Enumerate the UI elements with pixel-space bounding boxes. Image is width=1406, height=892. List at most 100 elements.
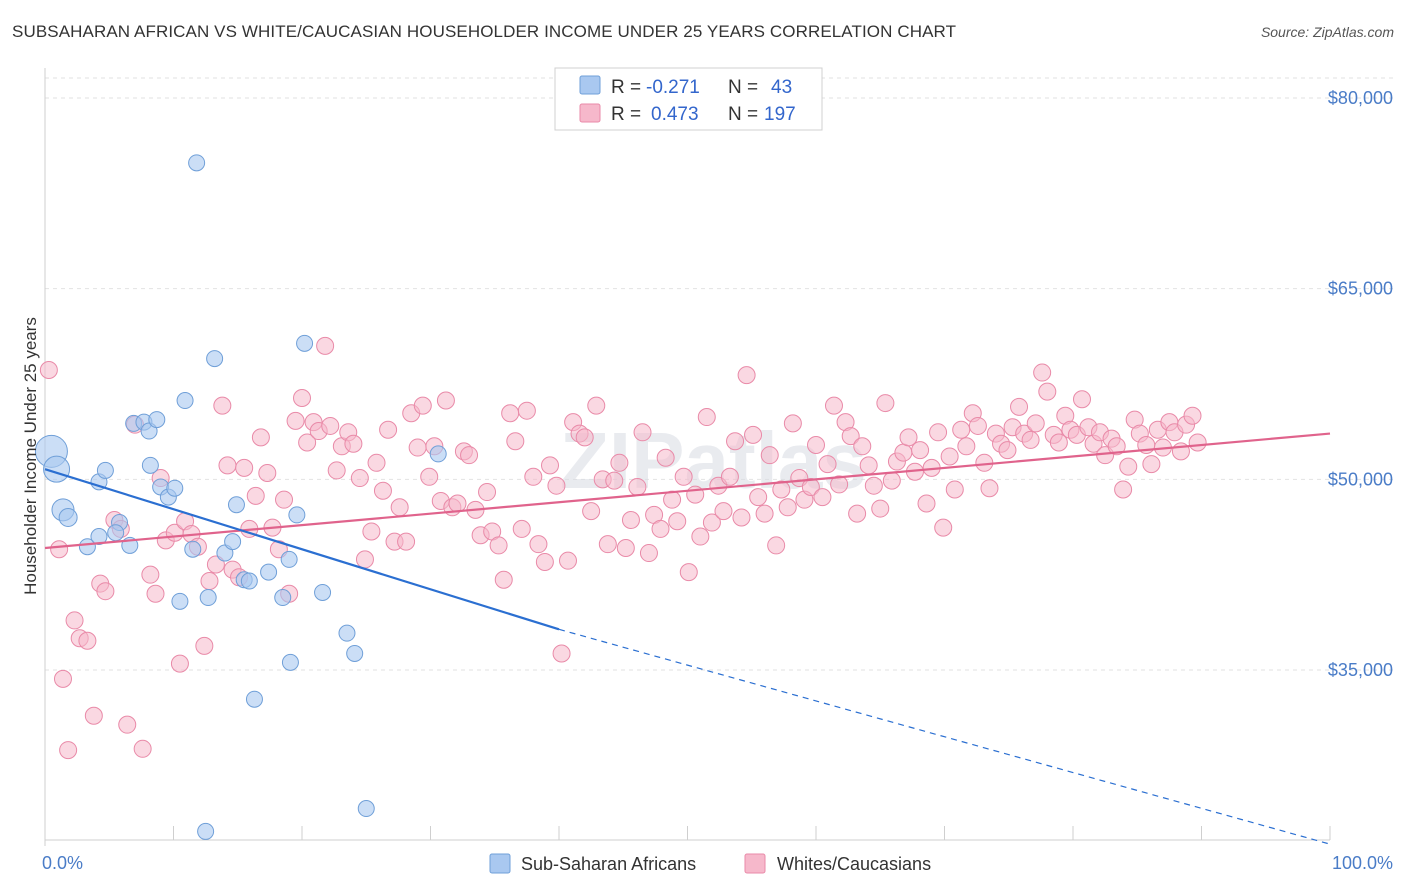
white-caucasian-point [899,428,918,447]
white-caucasian-point [697,408,716,427]
subsaharan-point [281,653,299,671]
white-caucasian-point [524,467,543,486]
white-caucasian-point [778,498,797,517]
bottom-legend-label-blue: Sub-Saharan Africans [521,854,696,874]
white-caucasian-point [894,443,913,462]
subsaharan-point [166,479,184,497]
white-caucasian-point [605,471,624,490]
white-caucasian-point [1114,480,1133,499]
white-caucasian-point [327,461,346,480]
white-caucasian-point [1072,390,1091,409]
white-caucasian-point [610,453,629,472]
subsaharan-point [357,800,375,818]
white-caucasian-point [940,447,959,466]
white-caucasian-point [1038,382,1057,401]
white-caucasian-point [945,480,964,499]
white-caucasian-point [830,475,849,494]
white-caucasian-point [755,504,774,523]
white-caucasian-point [413,396,432,415]
white-caucasian-point [824,396,843,415]
white-caucasian-point [616,538,635,557]
legend-n-value-pink: 197 [764,104,796,125]
subsaharan-point [188,154,206,172]
source-label: Source: ZipAtlas.com [1260,24,1394,40]
white-caucasian-point [293,388,311,407]
subsaharan-point [240,572,258,590]
white-caucasian-point [535,552,554,571]
white-caucasian-point [53,669,72,688]
white-caucasian-points [39,336,1207,760]
bottom-legend-swatch-pink [744,853,766,874]
white-caucasian-point [558,551,577,570]
subsaharan-point [288,506,306,524]
white-caucasian-point [744,425,763,444]
subsaharan-point [96,461,114,479]
white-caucasian-point [39,361,58,380]
legend-r-value-blue: -0.271 [646,77,700,98]
white-caucasian-point [691,527,710,546]
white-caucasian-point [934,518,953,537]
white-caucasian-point [65,611,84,630]
white-caucasian-point [864,476,883,495]
subsaharan-point [314,583,332,601]
white-caucasian-point [853,437,872,456]
subsaharan-point [206,350,224,368]
white-caucasian-point [582,502,601,521]
trend-lines [44,432,1331,845]
white-caucasian-point [251,428,270,447]
white-caucasian-point [96,582,115,601]
white-caucasian-point [818,455,837,474]
white-caucasian-point [362,522,381,541]
white-caucasian-point [146,584,165,603]
white-caucasian-point [321,416,340,435]
white-caucasian-point [118,715,137,734]
white-caucasian-point [78,631,97,650]
white-caucasian-point [235,458,254,477]
white-caucasian-point [213,396,232,415]
subsaharan-trend-extension [558,628,1331,845]
white-caucasian-point [1188,433,1207,452]
white-caucasian-point [598,535,617,554]
white-caucasian-point [587,396,606,415]
y-tick-labels: $35,000 $50,000 $65,000 $80,000 [1328,88,1393,680]
y-axis-label: Householder Income Under 25 years [21,317,40,595]
legend-swatch-pink [579,103,601,123]
white-caucasian-point [876,394,895,413]
white-caucasian-point [50,540,69,559]
white-caucasian-point [1021,430,1040,449]
subsaharan-point [171,592,189,610]
white-caucasian-point [980,479,999,498]
white-caucasian-point [529,535,548,554]
white-caucasian-point [737,366,756,385]
white-caucasian-point [489,536,508,555]
legend-n-label-pink: N = [728,104,758,125]
white-caucasian-point [952,420,971,439]
white-caucasian-point [397,532,416,551]
white-caucasian-point [355,550,374,569]
chart-title: SUBSAHARAN AFRICAN VS WHITE/CAUCASIAN HO… [12,22,957,41]
subsaharan-point [148,411,166,429]
white-caucasian-point [298,433,317,452]
white-caucasian-point [379,420,398,439]
white-caucasian-point [720,467,739,486]
subsaharan-points [34,154,447,840]
white-caucasian-point [714,502,733,521]
legend-swatch-blue [579,75,601,95]
white-caucasian-point [957,437,976,456]
subsaharan-point [197,822,215,840]
subsaharan-point [78,538,96,556]
bottom-legend-swatch-blue [489,853,511,874]
white-caucasian-point [929,423,948,442]
subsaharan-point [296,334,314,352]
white-caucasian-point [448,494,467,513]
white-caucasian-point [859,456,878,475]
white-caucasian-point [633,423,652,442]
white-caucasian-point [998,441,1017,460]
white-caucasian-point [541,456,560,475]
white-caucasian-point [350,469,369,488]
subsaharan-point [245,690,263,708]
white-caucasian-point [813,488,832,507]
white-caucasian-point [286,411,305,430]
white-caucasian-point [344,434,363,453]
white-caucasian-point [1026,414,1045,433]
